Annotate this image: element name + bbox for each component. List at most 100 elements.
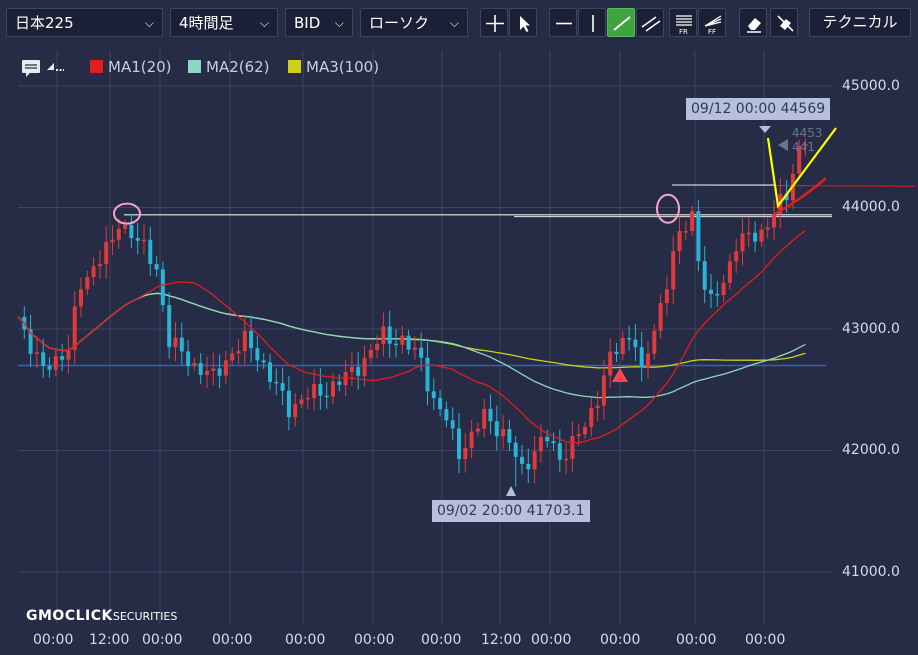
candle-body [797, 145, 802, 174]
candle-body [438, 398, 443, 410]
y-tick-label: 45000.0 [842, 78, 900, 94]
chevron-down-icon: ⌵ [144, 16, 154, 30]
candle-body [444, 409, 449, 421]
candle-body [368, 350, 373, 358]
trend-line-button[interactable] [607, 8, 635, 37]
x-tick-label: 12:00 [89, 632, 130, 648]
candle-body [683, 231, 688, 233]
cursor-button[interactable] [509, 8, 537, 37]
candle-body [123, 225, 128, 229]
hide-drawings-button[interactable] [770, 8, 798, 37]
low-price-callout: 09/02 20:00 41703.1 [432, 500, 590, 522]
eraser-button[interactable] [739, 8, 767, 37]
hide-drawings-icon [777, 15, 794, 32]
candle-body [664, 289, 669, 304]
candle-body [545, 436, 550, 442]
candle-body [343, 372, 348, 385]
svg-text:FR: FR [679, 28, 688, 36]
candle-body [551, 441, 556, 444]
ma1-swatch [90, 60, 103, 73]
candle-body [595, 405, 600, 409]
x-tick-label: 12:00 [481, 632, 522, 648]
chevron-down-icon: ⌵ [334, 16, 344, 30]
price-type-dropdown[interactable]: BID ⌵ [285, 8, 353, 37]
candle-body [236, 351, 241, 354]
candle-body [261, 360, 266, 363]
vertical-line-icon [592, 15, 594, 32]
legend-ma3-label: MA3(100) [306, 58, 380, 76]
candle-body [765, 227, 770, 230]
ma2-path [17, 292, 806, 399]
candle-body [179, 337, 184, 352]
chevron-down-icon: ⌵ [449, 16, 459, 30]
comment-icon[interactable] [20, 56, 64, 78]
candle-body [116, 228, 121, 240]
candle-body [450, 420, 455, 429]
candle-body [753, 232, 758, 242]
low-callout-pointer [506, 486, 516, 496]
horizontal-line-button[interactable] [549, 8, 577, 37]
candle-body [66, 349, 71, 360]
timeframe-dropdown[interactable]: 4時間足 ⌵ [170, 8, 278, 37]
candle-body [690, 211, 695, 232]
y-tick-label: 41000.0 [842, 564, 900, 580]
x-tick-label: 00:00 [600, 632, 641, 648]
candle-body [198, 362, 203, 375]
candle-body [620, 337, 625, 355]
x-tick-label: 00:00 [142, 632, 183, 648]
candle-body [160, 269, 165, 306]
candle-body [211, 368, 216, 371]
candle-body [677, 231, 682, 252]
ma3-line [17, 292, 806, 369]
candle-body [702, 261, 707, 290]
projection-lines [766, 127, 837, 209]
candle-body [85, 277, 90, 290]
candle-body [740, 233, 745, 252]
candle-body [91, 266, 96, 278]
vertical-line-button[interactable] [578, 8, 606, 37]
candle-body [104, 242, 109, 265]
high-price-callout: 09/12 00:00 44569 [686, 98, 831, 120]
candle-body [394, 343, 398, 346]
parallel-line-button[interactable] [636, 8, 664, 37]
legend-ma1-label: MA1(20) [108, 58, 172, 76]
candle-body [513, 442, 518, 457]
candle-body [381, 326, 386, 344]
candle-body [494, 421, 499, 437]
candle-body [110, 239, 115, 243]
projection-ma-extension [774, 177, 827, 216]
candle-body [532, 451, 537, 470]
high-callout-pointer [759, 126, 771, 133]
eraser-icon [747, 18, 761, 33]
chart-type-dropdown[interactable]: ローソク ⌵ [360, 8, 468, 37]
crosshair-icon [486, 15, 504, 32]
legend-ma1: MA1(20) [90, 58, 172, 76]
x-tick-label: 00:00 [285, 632, 326, 648]
technical-button[interactable]: テクニカル [809, 8, 911, 37]
ma2-line [17, 292, 806, 399]
current-price-partial-1: 4453 [792, 126, 823, 140]
candle-body [186, 351, 191, 366]
candle-body [53, 356, 58, 370]
candle-body [223, 360, 228, 376]
candle-body [614, 351, 619, 355]
ma2-swatch [188, 60, 201, 73]
candle-body [671, 251, 676, 290]
candle-body [406, 335, 411, 350]
fibonacci-retracement-button[interactable]: FR [669, 8, 697, 37]
candle-body [658, 303, 663, 331]
candle-body [217, 368, 222, 376]
candle-body [356, 367, 361, 376]
chart-grid [18, 50, 832, 625]
x-tick-label: 00:00 [531, 632, 572, 648]
crosshair-button[interactable] [480, 8, 508, 37]
brand-logo: GMOCLICKSECURITIES [26, 608, 177, 624]
y-tick-label: 44000.0 [842, 199, 900, 215]
fibonacci-fan-button[interactable]: FF [698, 8, 726, 37]
candle-body [608, 351, 613, 376]
price-chart[interactable] [0, 46, 918, 655]
symbol-dropdown[interactable]: 日本225 ⌵ [6, 8, 163, 37]
ma1-line [17, 230, 806, 444]
candle-body [41, 352, 46, 366]
x-tick-label: 00:00 [354, 632, 395, 648]
